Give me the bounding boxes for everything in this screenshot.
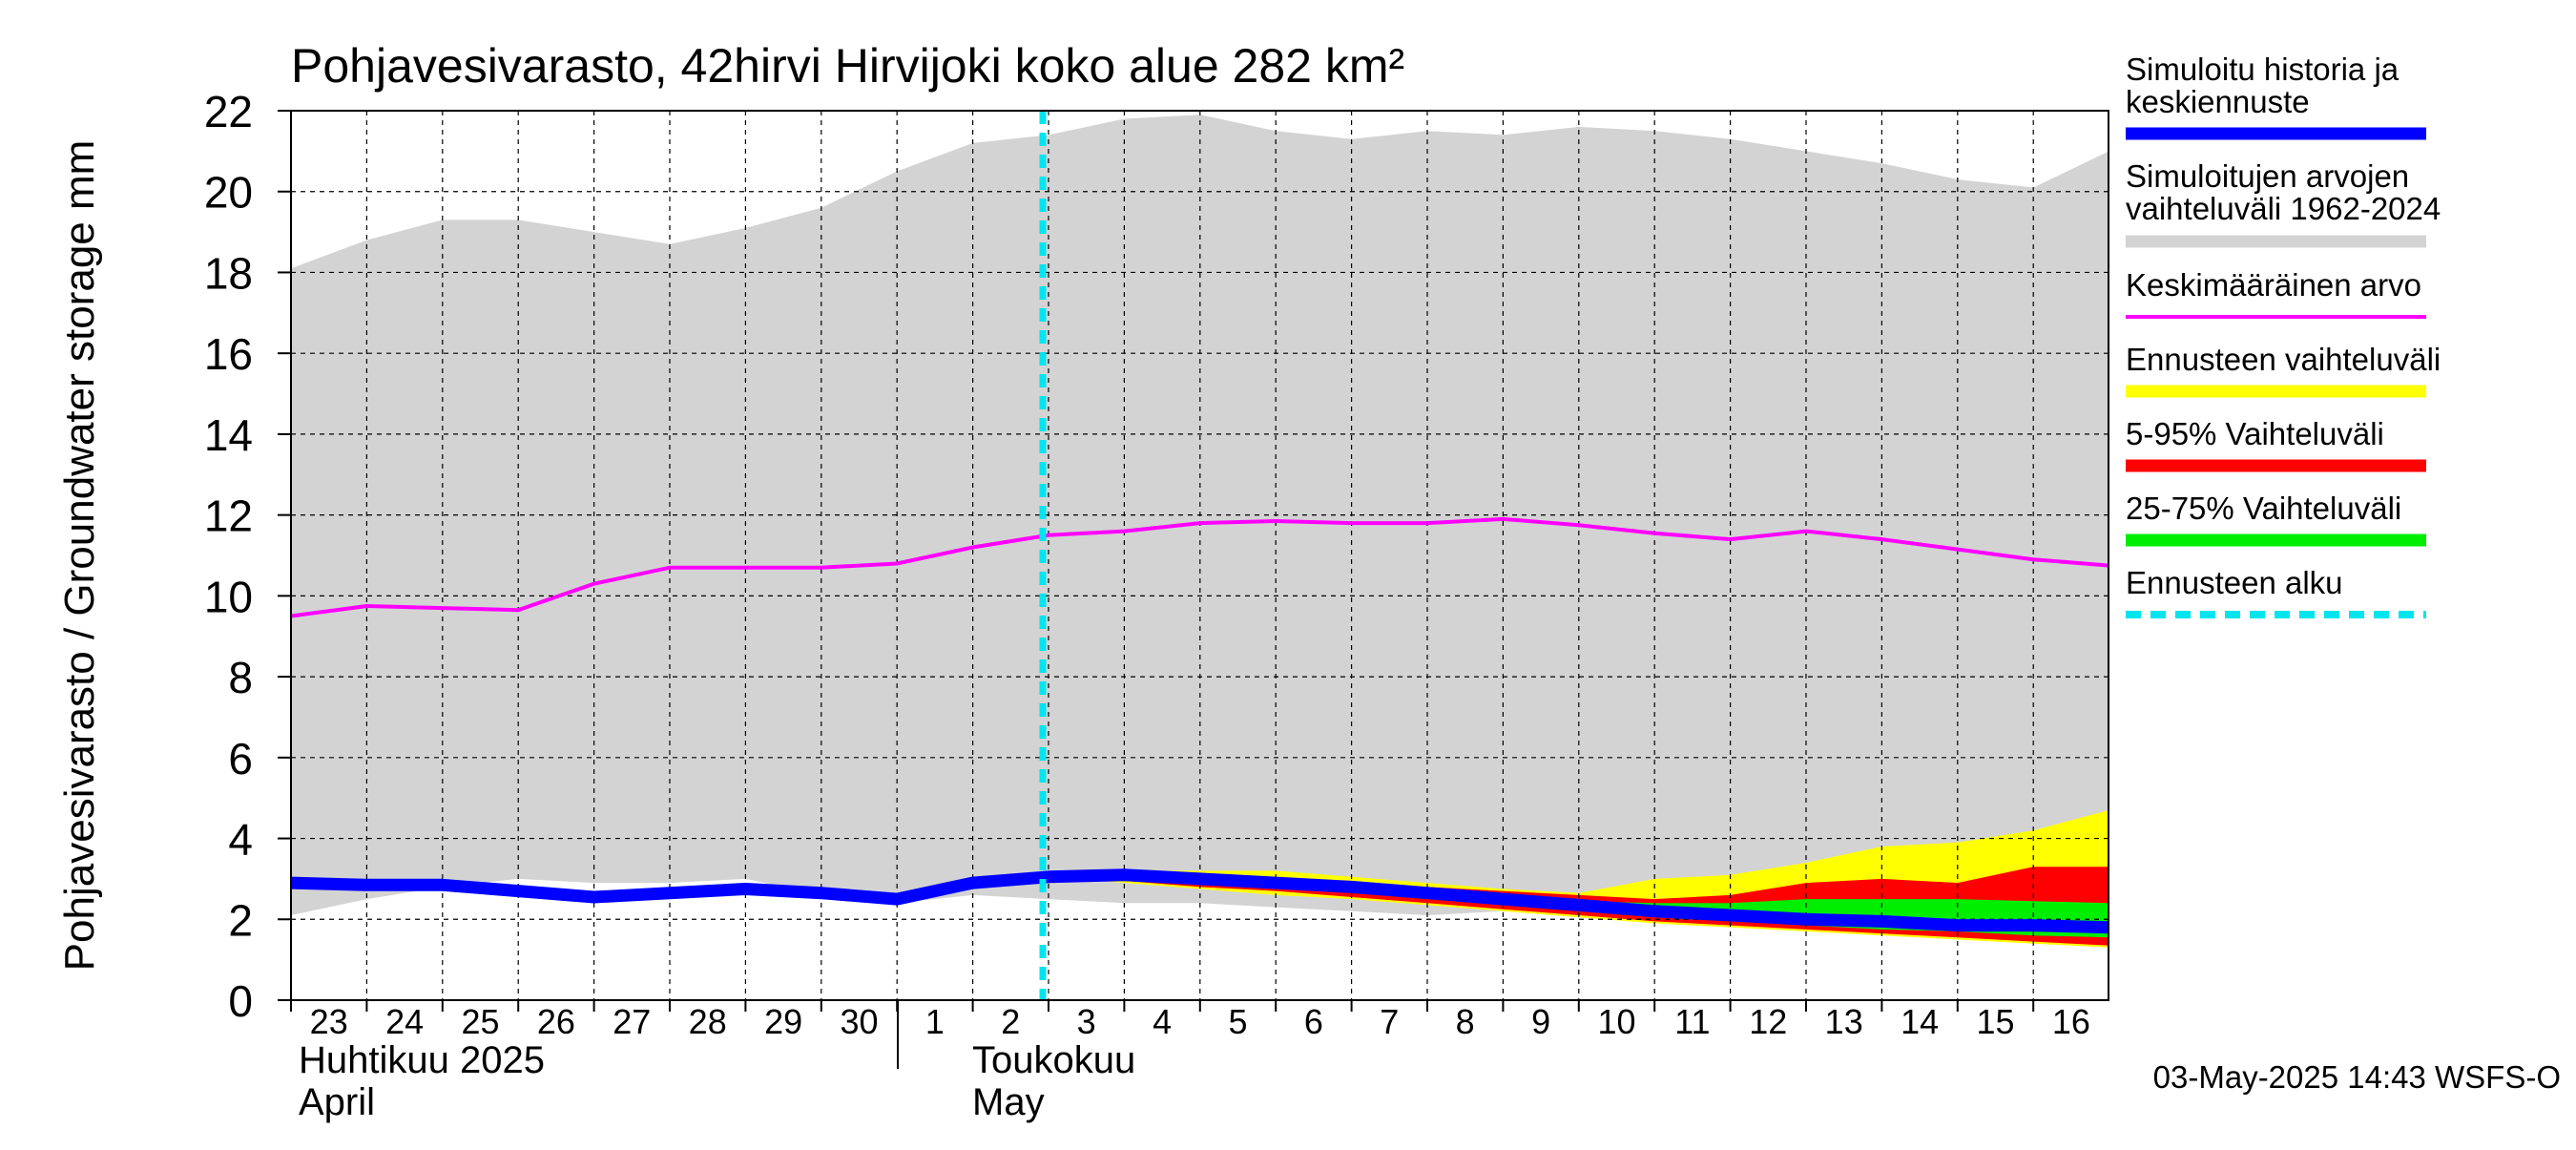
legend-sim-history-line1: Simuloitu historia ja xyxy=(2126,52,2399,87)
x-tick-label: 4 xyxy=(1153,1002,1172,1041)
y-tick-label: 2 xyxy=(228,895,253,945)
legend-p5-95: 5-95% Vaihteluväli xyxy=(2126,416,2384,451)
x-tick-label: 6 xyxy=(1304,1002,1323,1041)
y-axis-label: Pohjavesivarasto / Groundwater storage m… xyxy=(56,140,103,972)
legend-sim-history-line2: keskiennuste xyxy=(2126,84,2310,119)
x-tick-label: 15 xyxy=(1976,1002,2014,1041)
legend-sim-range-line1: Simuloitujen arvojen xyxy=(2126,158,2409,194)
x-tick-label: 2 xyxy=(1001,1002,1020,1041)
chart-title: Pohjavesivarasto, 42hirvi Hirvijoki koko… xyxy=(291,39,1404,93)
footer-timestamp: 03-May-2025 14:43 WSFS-O xyxy=(2153,1059,2561,1095)
x-tick-label: 1 xyxy=(925,1002,945,1041)
x-tick-label: 24 xyxy=(385,1002,424,1041)
y-tick-label: 14 xyxy=(204,410,253,460)
history-median-line xyxy=(290,868,2109,934)
x-tick-label: 30 xyxy=(840,1002,878,1041)
legend-forecast-start: Ennusteen alku xyxy=(2126,565,2343,600)
x-tick-label: 9 xyxy=(1531,1002,1550,1041)
x-tick-label: 25 xyxy=(461,1002,499,1041)
y-tick-label: 16 xyxy=(204,329,253,379)
x-tick-label: 12 xyxy=(1749,1002,1787,1041)
x-tick-label: 10 xyxy=(1597,1002,1635,1041)
x-tick-label: 11 xyxy=(1674,1002,1710,1041)
x-tick-label: 28 xyxy=(689,1002,727,1041)
x-tick-label: 27 xyxy=(613,1002,651,1041)
y-tick-label: 0 xyxy=(228,976,253,1026)
line-layer xyxy=(290,111,2109,1000)
y-tick-label: 10 xyxy=(204,572,253,621)
month-label-april-fi: Huhtikuu 2025 xyxy=(299,1039,545,1081)
y-tick-label: 8 xyxy=(228,653,253,702)
x-tick-label: 8 xyxy=(1456,1002,1475,1041)
legend-forecast-range: Ennusteen vaihteluväli xyxy=(2126,342,2441,377)
y-tick-label: 18 xyxy=(204,248,253,298)
x-tick-label: 3 xyxy=(1077,1002,1096,1041)
x-tick-label: 29 xyxy=(764,1002,802,1041)
mean-line xyxy=(290,516,2109,618)
legend: Simuloitu historia ja keskiennuste Simul… xyxy=(2126,52,2441,618)
y-tick-label: 4 xyxy=(228,815,253,865)
y-tick-label: 6 xyxy=(228,734,253,784)
month-label-may-en: May xyxy=(972,1081,1045,1123)
legend-mean: Keskimääräinen arvo xyxy=(2126,267,2421,303)
y-tick-label: 22 xyxy=(204,87,253,136)
y-tick-label: 20 xyxy=(204,168,253,218)
x-tick-label: 13 xyxy=(1825,1002,1863,1041)
legend-p25-75: 25-75% Vaihteluväli xyxy=(2126,491,2401,526)
legend-sim-range-line2: vaihteluväli 1962-2024 xyxy=(2126,191,2441,226)
x-tick-label: 7 xyxy=(1380,1002,1399,1041)
month-label-may-fi: Toukokuu xyxy=(972,1039,1135,1081)
x-tick-label: 14 xyxy=(1901,1002,1939,1041)
month-label-april-en: April xyxy=(299,1081,375,1123)
x-tick-label: 16 xyxy=(2052,1002,2090,1041)
x-tick-label: 26 xyxy=(537,1002,575,1041)
y-tick-label: 12 xyxy=(204,491,253,541)
grid-layer xyxy=(291,111,2109,1000)
x-tick-label: 5 xyxy=(1228,1002,1247,1041)
x-tick-label: 23 xyxy=(310,1002,348,1041)
